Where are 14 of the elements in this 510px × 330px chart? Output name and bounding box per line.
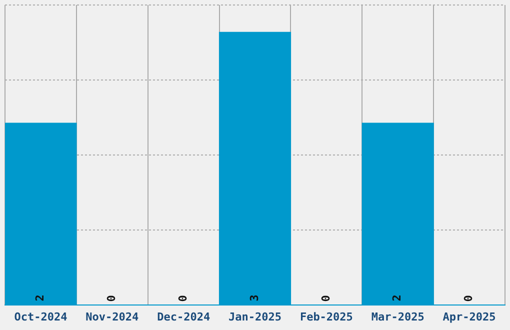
- data-label: 2: [34, 294, 47, 302]
- data-label: 0: [462, 295, 476, 302]
- x-tick-label: Apr-2025: [442, 310, 496, 324]
- data-label: 2: [390, 294, 404, 302]
- x-tick-label: Jan-2025: [228, 310, 282, 324]
- x-tick-label: Oct-2024: [14, 310, 68, 324]
- data-label: 0: [176, 295, 190, 302]
- x-tick-label: Mar-2025: [371, 310, 424, 324]
- x-tick-label: Dec-2024: [157, 310, 210, 324]
- data-label: 0: [105, 295, 118, 302]
- data-label: 0: [319, 295, 332, 302]
- x-tick-label: Nov-2024: [86, 310, 140, 324]
- x-tick-label: Feb-2025: [300, 310, 353, 324]
- data-label: 3: [248, 294, 261, 302]
